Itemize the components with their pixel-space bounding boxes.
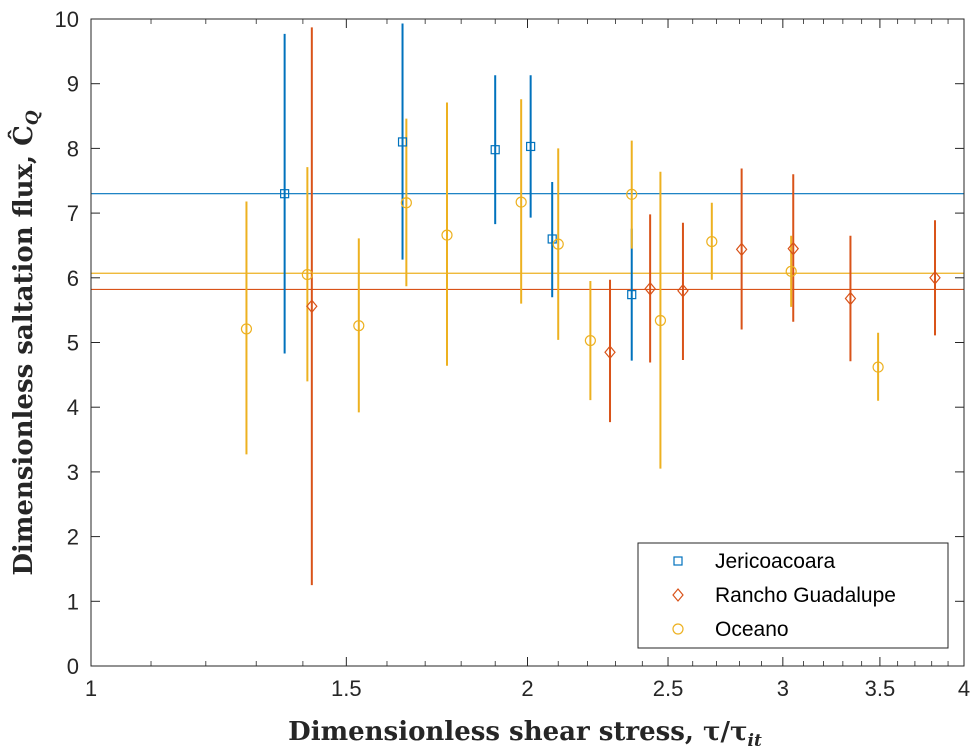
data-point-2-1 xyxy=(301,268,313,281)
x-axis-label: Dimensionless shear stress, τ/τit xyxy=(288,717,762,750)
data-point-0-1 xyxy=(397,137,408,147)
data-point-0-0 xyxy=(280,189,290,199)
y-tick-label-9: 9 xyxy=(67,72,79,97)
y-tick-label-4: 4 xyxy=(67,395,79,420)
data-point-1-6 xyxy=(844,291,857,306)
data-point-2-3 xyxy=(400,197,412,209)
data-point-2-6 xyxy=(552,238,564,250)
legend-marker-0 xyxy=(673,556,683,566)
y-tick-label-2: 2 xyxy=(67,525,79,550)
plot-area xyxy=(91,23,964,586)
legend-box xyxy=(637,542,949,649)
legend-marker-1 xyxy=(672,588,684,602)
x-axis-label-main: Dimensionless shear stress, τ/τ xyxy=(288,717,747,747)
data-point-1-3 xyxy=(677,283,689,298)
x-tick-label-1: 1.5 xyxy=(331,676,362,701)
legend-label-1: Rancho Guadalupe xyxy=(715,584,896,607)
data-point-2-12 xyxy=(872,361,884,373)
legend-label-2: Oceano xyxy=(715,618,789,641)
data-point-1-7 xyxy=(929,270,941,285)
data-point-2-0 xyxy=(240,323,253,335)
x-tick-label-3: 2.5 xyxy=(653,676,684,701)
y-tick-label-8: 8 xyxy=(67,136,79,161)
data-point-1-1 xyxy=(604,345,616,360)
y-axis-label-main: Dimensionless saltation flux, Ĉ xyxy=(7,125,39,575)
data-point-2-8 xyxy=(626,188,638,200)
legend-label-0: Jericoacoara xyxy=(715,550,836,573)
data-point-2-4 xyxy=(441,229,453,241)
x-tick-label-5: 3.5 xyxy=(865,676,896,701)
y-tick-label-7: 7 xyxy=(67,201,79,226)
data-point-2-2 xyxy=(353,320,365,332)
data-point-1-5 xyxy=(787,241,800,256)
data-point-0-5 xyxy=(627,290,637,300)
x-tick-label-4: 3 xyxy=(777,676,789,701)
y-tick-label-1: 1 xyxy=(67,589,79,614)
x-tick-label-6: 4 xyxy=(958,676,970,701)
data-point-0-2 xyxy=(490,145,500,155)
y-tick-label-3: 3 xyxy=(67,460,79,485)
data-point-2-9 xyxy=(654,314,667,327)
data-point-2-11 xyxy=(785,265,797,277)
x-tick-label-2: 2 xyxy=(521,676,533,701)
y-axis-label: Dimensionless saltation flux, ĈQ xyxy=(7,110,43,575)
legend-marker-2 xyxy=(672,623,684,635)
legend: Jericoacoara Rancho Guadalupe Oceano xyxy=(637,542,949,649)
data-point-2-5 xyxy=(515,196,527,208)
data-point-2-7 xyxy=(584,334,596,347)
y-tick-label-5: 5 xyxy=(67,331,79,356)
x-axis-label-subscript: it xyxy=(748,731,762,750)
data-point-1-2 xyxy=(644,281,656,296)
y-axis-label-subscript: Q xyxy=(23,110,43,125)
y-tick-label-0: 0 xyxy=(67,654,79,679)
y-tick-label-10: 10 xyxy=(55,7,79,32)
data-point-2-10 xyxy=(706,235,718,248)
data-point-0-3 xyxy=(526,141,536,152)
data-point-1-0 xyxy=(306,299,318,314)
data-point-1-4 xyxy=(735,242,748,257)
y-tick-label-6: 6 xyxy=(67,266,79,291)
x-tick-label-0: 1 xyxy=(85,676,97,701)
